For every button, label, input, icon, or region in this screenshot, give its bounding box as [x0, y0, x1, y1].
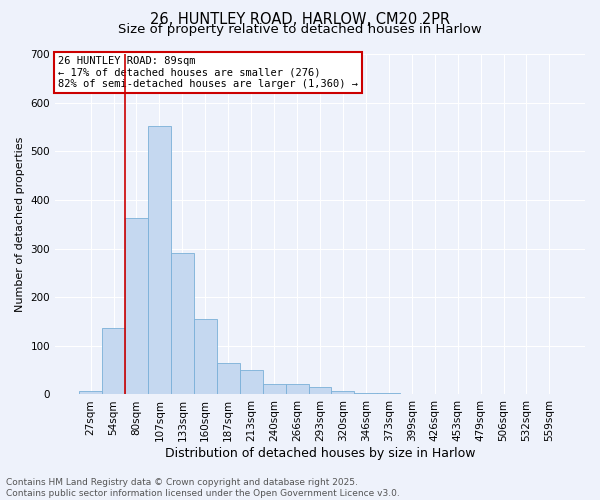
- Bar: [286, 384, 308, 394]
- Bar: [331, 390, 355, 394]
- Text: Size of property relative to detached houses in Harlow: Size of property relative to detached ho…: [118, 22, 482, 36]
- X-axis label: Distribution of detached houses by size in Harlow: Distribution of detached houses by size …: [165, 447, 475, 460]
- Bar: [377, 393, 400, 394]
- Bar: [171, 254, 194, 394]
- Bar: [217, 363, 240, 394]
- Bar: [148, 126, 171, 394]
- Text: 26 HUNTLEY ROAD: 89sqm
← 17% of detached houses are smaller (276)
82% of semi-de: 26 HUNTLEY ROAD: 89sqm ← 17% of detached…: [58, 56, 358, 89]
- Y-axis label: Number of detached properties: Number of detached properties: [15, 136, 25, 312]
- Bar: [308, 387, 331, 394]
- Bar: [102, 328, 125, 394]
- Bar: [194, 319, 217, 394]
- Bar: [240, 370, 263, 394]
- Text: Contains HM Land Registry data © Crown copyright and database right 2025.
Contai: Contains HM Land Registry data © Crown c…: [6, 478, 400, 498]
- Bar: [355, 393, 377, 394]
- Bar: [79, 390, 102, 394]
- Bar: [125, 218, 148, 394]
- Text: 26, HUNTLEY ROAD, HARLOW, CM20 2PR: 26, HUNTLEY ROAD, HARLOW, CM20 2PR: [150, 12, 450, 28]
- Bar: [263, 384, 286, 394]
